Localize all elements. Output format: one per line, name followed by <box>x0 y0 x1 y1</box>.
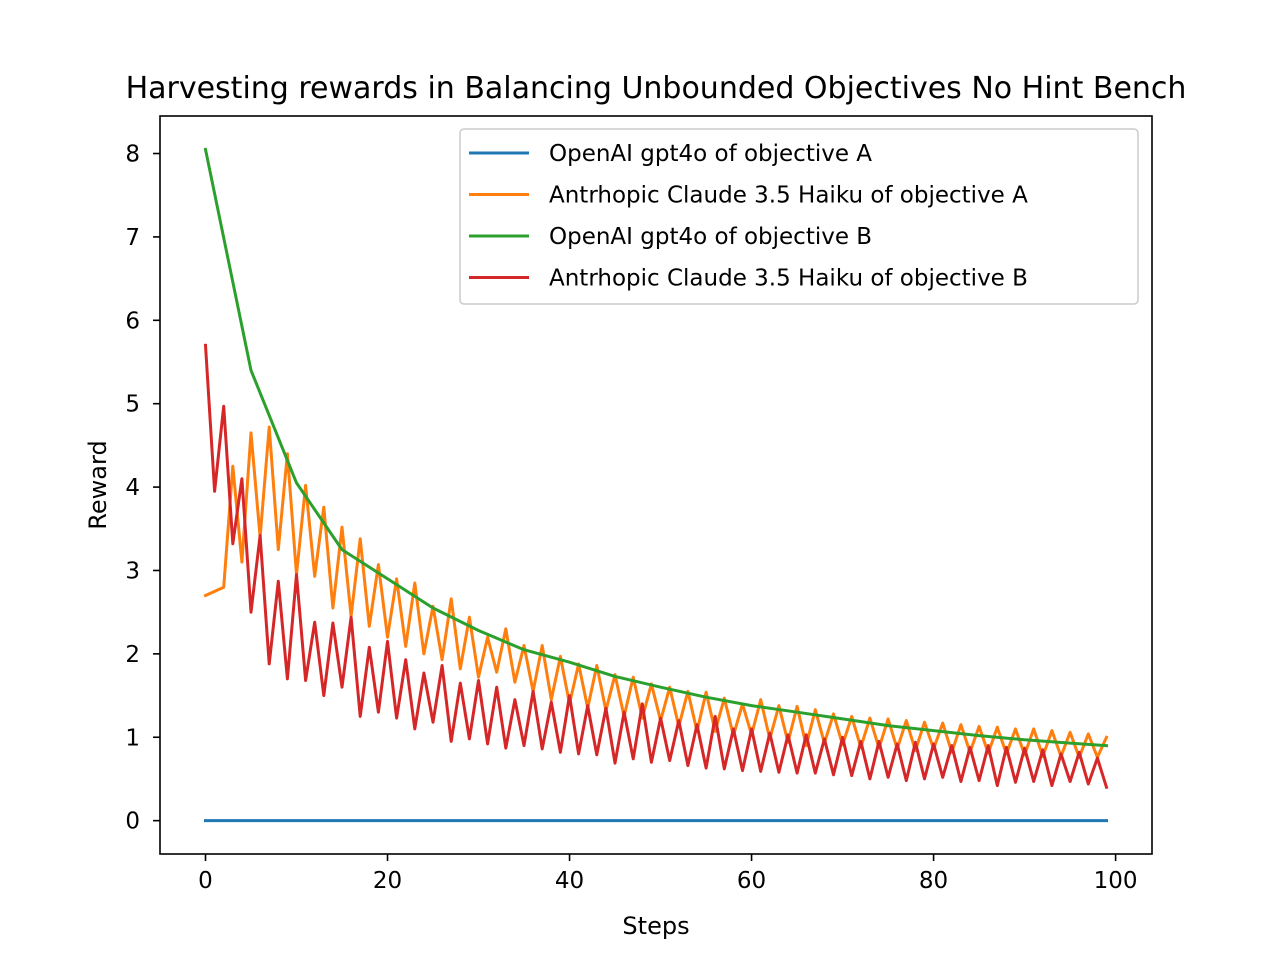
x-tick-label: 60 <box>737 868 766 894</box>
x-tick-label: 20 <box>373 868 402 894</box>
y-tick-label: 3 <box>125 558 140 584</box>
legend-entry-label: Antrhopic Claude 3.5 Haiku of objective … <box>549 266 1028 292</box>
y-tick-label: 1 <box>125 725 140 751</box>
x-axis-ticks: 0 20 40 60 80 100 <box>198 854 1138 894</box>
series-line-4 <box>203 343 1109 790</box>
y-axis-ticks: 0 1 2 3 4 5 6 7 8 <box>125 142 160 835</box>
y-tick-label: 5 <box>125 392 140 418</box>
y-tick-label: 6 <box>125 308 140 334</box>
y-tick-label: 7 <box>125 225 140 251</box>
legend: OpenAI gpt4o of objective A Antrhopic Cla… <box>459 128 1139 305</box>
legend-entry-label: OpenAI gpt4o of objective A <box>549 141 872 167</box>
series-line-2 <box>203 425 1109 759</box>
x-tick-label: 100 <box>1094 868 1138 894</box>
plot-frame <box>159 115 1153 855</box>
x-axis-label: Steps <box>622 912 689 940</box>
legend-entry-label: OpenAI gpt4o of objective B <box>549 224 872 250</box>
y-tick-label: 8 <box>125 142 140 168</box>
y-axis-label: Reward <box>84 440 112 529</box>
y-tick-label: 2 <box>125 642 140 668</box>
x-tick-label: 40 <box>555 868 584 894</box>
x-tick-label: 0 <box>198 868 213 894</box>
y-tick-label: 4 <box>125 475 140 501</box>
y-tick-label: 0 <box>125 809 140 835</box>
chart-title: Harvesting rewards in Balancing Unbounde… <box>126 71 1187 106</box>
legend-box <box>459 128 1139 305</box>
x-tick-label: 80 <box>919 868 948 894</box>
legend-entry-label: Antrhopic Claude 3.5 Haiku of objective … <box>549 183 1028 209</box>
series-line-3 <box>203 147 1109 748</box>
plot-area <box>203 147 1109 823</box>
